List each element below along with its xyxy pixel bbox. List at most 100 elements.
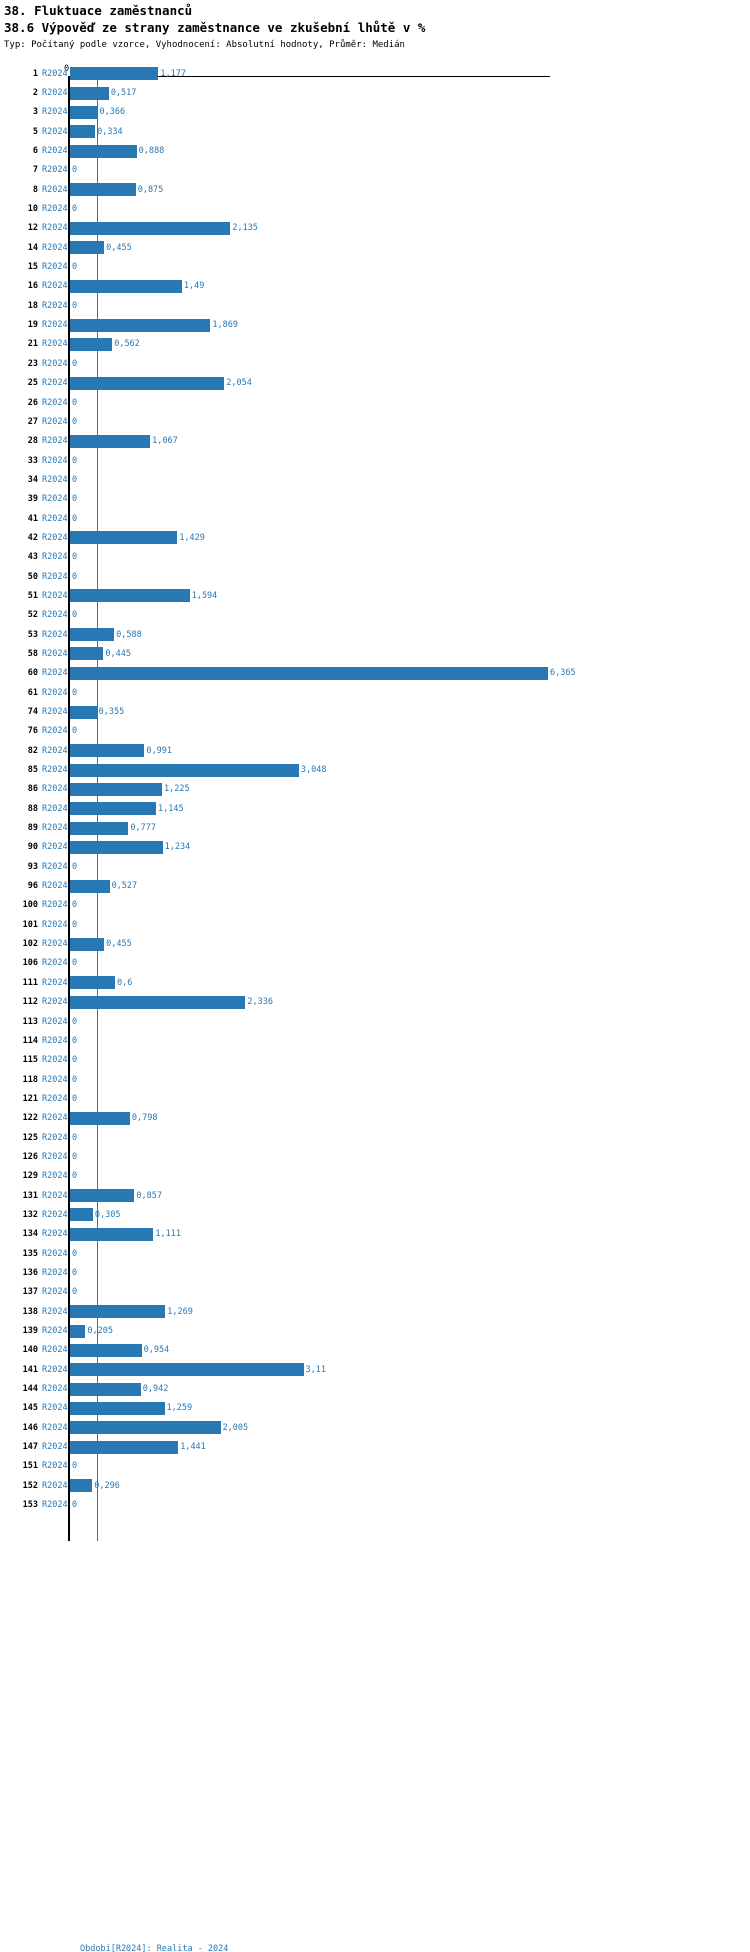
row-index-label: 12 [27, 223, 38, 234]
row-index-label: 52 [27, 610, 38, 621]
bar[interactable] [70, 376, 225, 390]
row-period-label: R2024 [42, 1151, 68, 1162]
bar-row: 139 R2024 0,205 [0, 1321, 750, 1340]
bar[interactable] [70, 821, 129, 835]
bar-container: 0,296 [70, 1476, 120, 1495]
bar[interactable] [70, 995, 246, 1009]
bar[interactable] [70, 976, 116, 990]
bar[interactable] [70, 1363, 304, 1377]
row-period-label: R2024 [42, 1403, 68, 1414]
row-period-label: R2024 [42, 184, 68, 195]
bar[interactable] [70, 1421, 221, 1435]
bar-value-label: 0,798 [131, 1113, 158, 1124]
bar-container: 0,445 [70, 644, 131, 663]
bar[interactable] [70, 1227, 154, 1241]
row-index-label: 144 [22, 1384, 38, 1395]
bar[interactable] [70, 782, 162, 796]
bar[interactable] [70, 628, 115, 642]
bar-value-label: 2,005 [222, 1422, 249, 1433]
row-period-label: R2024 [42, 281, 68, 292]
bar[interactable] [70, 105, 98, 119]
row-index-label: 33 [27, 455, 38, 466]
bar-value-label: 0 [72, 474, 78, 485]
bar[interactable] [70, 802, 156, 816]
bar[interactable] [70, 937, 105, 951]
bar[interactable] [70, 1189, 135, 1203]
bar[interactable] [70, 744, 145, 758]
row-index-label: 53 [27, 629, 38, 640]
row-index-label: 21 [27, 339, 38, 350]
bar[interactable] [70, 86, 109, 100]
bar-row: 74 R2024 0,355 [0, 702, 750, 721]
bar-value-label: 0,942 [142, 1384, 169, 1395]
bar[interactable] [70, 647, 104, 661]
bar[interactable] [70, 337, 113, 351]
row-period-label: R2024 [42, 977, 68, 988]
bar[interactable] [70, 879, 110, 893]
row-period-label: R2024 [42, 223, 68, 234]
bar[interactable] [70, 1111, 130, 1125]
row-period-label: R2024 [42, 958, 68, 969]
row-index-label: 23 [27, 358, 38, 369]
bar[interactable] [70, 1305, 166, 1319]
row-index-label: 74 [27, 707, 38, 718]
bar-value-label: 2,135 [232, 223, 258, 234]
row-period-label: R2024 [42, 532, 68, 543]
bar[interactable] [70, 531, 178, 545]
row-index-label: 100 [22, 900, 38, 911]
plot-top-rule [68, 76, 550, 77]
row-period-label: R2024 [42, 1442, 68, 1453]
bar-container: 1,177 [70, 64, 186, 83]
bar-row: 82 R2024 0,991 [0, 741, 750, 760]
bar-value-label: 0,527 [111, 881, 138, 892]
row-index-label: 115 [22, 1055, 38, 1066]
row-period-label: R2024 [42, 126, 68, 137]
bar-value-label: 2,054 [226, 378, 252, 389]
bar[interactable] [70, 125, 96, 139]
bar[interactable] [70, 1440, 179, 1454]
bar[interactable] [70, 1324, 86, 1338]
bar[interactable] [70, 1401, 165, 1415]
bar[interactable] [70, 318, 211, 332]
bar-container: 1,111 [70, 1225, 181, 1244]
bar[interactable] [70, 1208, 93, 1222]
bar[interactable] [70, 434, 151, 448]
bar[interactable] [70, 221, 231, 235]
row-period-label: R2024 [42, 416, 68, 427]
bar-value-label: 1,441 [180, 1442, 206, 1453]
row-index-label: 140 [22, 1345, 38, 1356]
bar-value-label: 0,954 [143, 1345, 170, 1356]
row-index-label: 43 [27, 552, 38, 563]
row-period-label: R2024 [42, 590, 68, 601]
bar[interactable] [70, 279, 182, 293]
bar-row: 2 R2024 0,517 [0, 83, 750, 102]
row-index-label: 111 [22, 977, 38, 988]
bar-row: 27 R2024 0 [0, 412, 750, 431]
row-period-label: R2024 [42, 300, 68, 311]
bar[interactable] [70, 705, 97, 719]
row-index-label: 134 [22, 1229, 38, 1240]
row-index-label: 145 [22, 1403, 38, 1414]
bar-container: 0,527 [70, 876, 137, 895]
bar-row: 60 R2024 6,365 [0, 664, 750, 683]
bar-container: 0,205 [70, 1321, 113, 1340]
bar[interactable] [70, 763, 299, 777]
bar[interactable] [70, 241, 105, 255]
bar-value-label: 1,225 [163, 784, 190, 795]
bar-container: 1,225 [70, 780, 190, 799]
bar[interactable] [70, 144, 137, 158]
bar[interactable] [70, 67, 159, 81]
bar[interactable] [70, 1479, 93, 1493]
bar-value-label: 0 [72, 1287, 78, 1298]
bar[interactable] [70, 840, 163, 854]
bar[interactable] [70, 589, 190, 603]
bar-row: 53 R2024 0,588 [0, 625, 750, 644]
bar[interactable] [70, 183, 136, 197]
bar[interactable] [70, 1343, 142, 1357]
bar[interactable] [70, 666, 548, 680]
bar-container: 0,355 [70, 702, 124, 721]
bar-value-label: 1,111 [155, 1229, 182, 1240]
bar[interactable] [70, 1382, 141, 1396]
row-period-label: R2024 [42, 358, 68, 369]
bar-container: 0 [70, 567, 77, 586]
